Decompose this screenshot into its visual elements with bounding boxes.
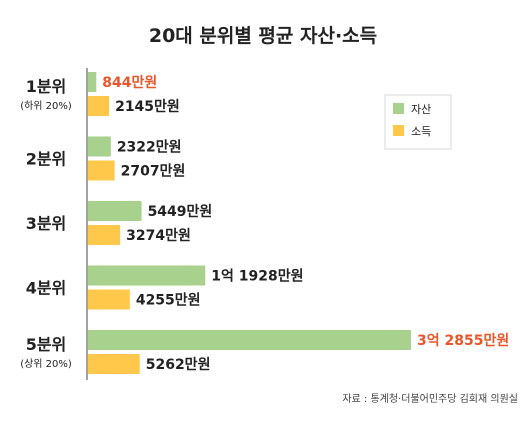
bar-asset-4 — [88, 265, 206, 286]
data-label-income-2: 2707만원 — [121, 164, 186, 180]
data-label-asset-5: 3억 2855만원 — [417, 333, 509, 349]
bar-income-5 — [88, 354, 140, 374]
data-label-income-4: 4255만원 — [136, 293, 201, 309]
category-label-3: 3분위 — [26, 214, 67, 233]
data-label-asset-2: 2322만원 — [117, 140, 182, 156]
category-label-1: 1분위 — [26, 77, 67, 96]
source-note: 자료 : 통계청·더불어민주당 김회재 의원실 — [342, 393, 518, 405]
category-sublabel-5: (상위 20%) — [20, 357, 72, 370]
bar-income-1 — [88, 96, 110, 116]
data-label-asset-3: 5449만원 — [148, 204, 213, 220]
plot-area: 844만원 2145만원 1분위 (하위 20%) 2322만원 2707만원 2분위 544… — [20, 72, 509, 374]
data-label-income-5: 5262만원 — [146, 357, 211, 373]
category-label-2: 2분위 — [26, 150, 67, 169]
chart-title: 20대 분위별 평균 자산·소득 — [149, 25, 377, 47]
bar-asset-2 — [88, 136, 111, 157]
legend-swatch-income — [393, 125, 404, 136]
bar-income-4 — [88, 289, 130, 310]
legend-label-asset: 자산 — [411, 103, 431, 116]
category-sublabel-1: (하위 20%) — [20, 99, 72, 112]
legend-label-income: 소득 — [411, 125, 431, 138]
bar-asset-5 — [88, 330, 411, 350]
category-label-4: 4분위 — [26, 279, 67, 298]
data-label-income-3: 3274만원 — [126, 228, 191, 244]
data-label-income-1: 2145만원 — [115, 99, 180, 115]
legend-swatch-asset — [393, 103, 404, 114]
bar-income-3 — [88, 225, 121, 245]
bar-income-2 — [88, 160, 115, 181]
bar-asset-1 — [88, 72, 97, 92]
category-label-5: 5분위 — [26, 335, 67, 354]
bar-asset-3 — [88, 201, 142, 221]
data-label-asset-1: 844만원 — [102, 75, 157, 91]
data-label-asset-4: 1억 1928만원 — [211, 269, 303, 285]
